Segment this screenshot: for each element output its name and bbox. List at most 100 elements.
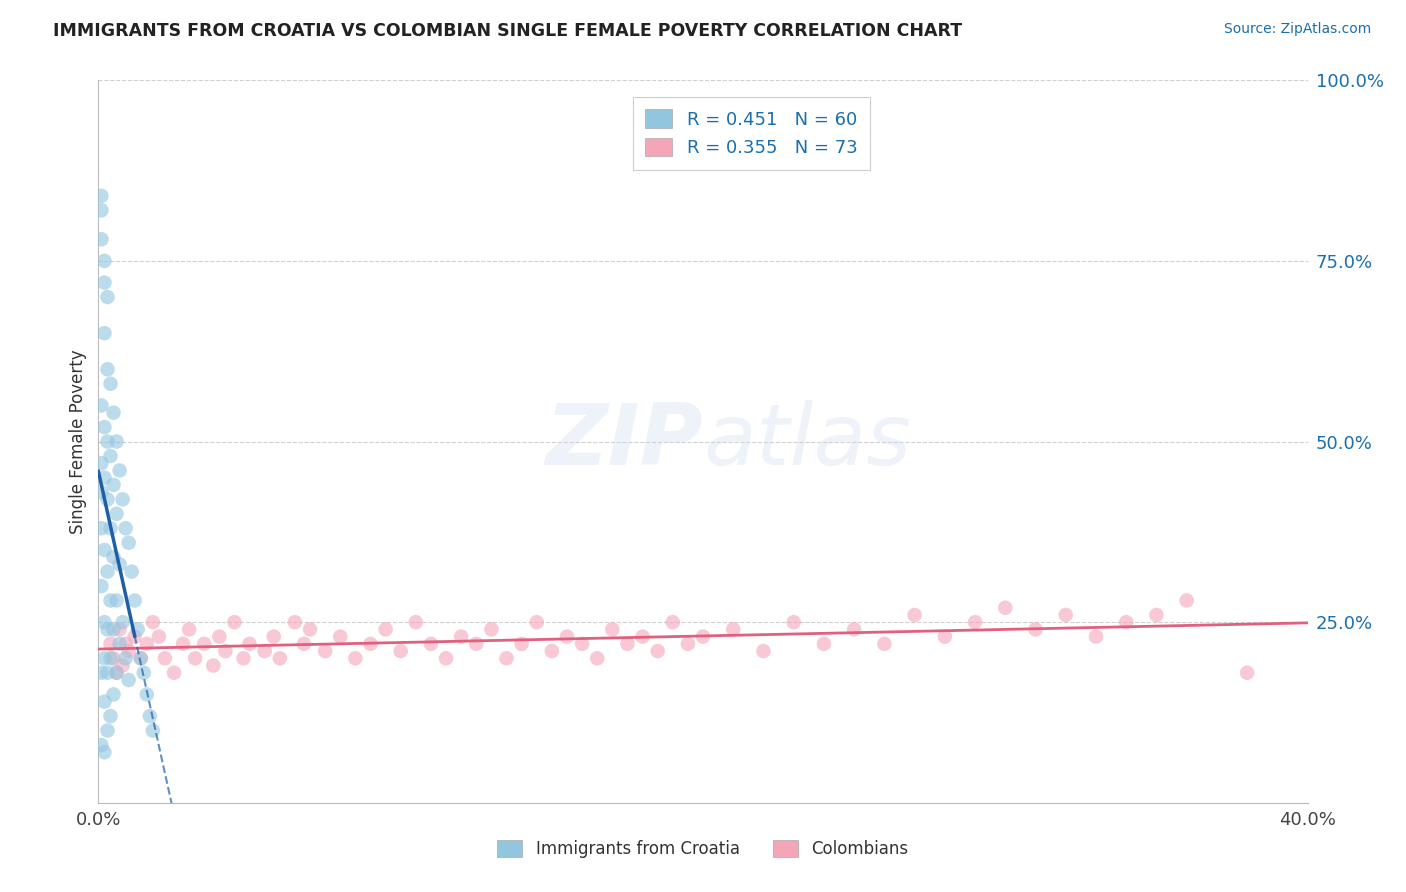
Point: [105, 507, 128, 521]
Point: [420, 637, 443, 651]
Point: [602, 623, 624, 637]
Point: [103, 478, 125, 492]
Point: [96, 434, 118, 449]
Point: [93, 420, 115, 434]
Point: [1115, 615, 1137, 630]
Point: [934, 630, 956, 644]
Point: [661, 615, 683, 630]
Point: [96, 492, 118, 507]
Point: [172, 637, 194, 651]
Point: [105, 434, 128, 449]
Point: [405, 615, 427, 630]
Point: [108, 637, 131, 651]
Point: [269, 651, 291, 665]
Point: [114, 637, 136, 651]
Point: [1054, 607, 1077, 622]
Text: atlas: atlas: [703, 400, 911, 483]
Point: [124, 593, 146, 607]
Y-axis label: Single Female Poverty: Single Female Poverty: [69, 350, 87, 533]
Point: [142, 615, 165, 630]
Point: [193, 637, 215, 651]
Point: [571, 637, 593, 651]
Point: [105, 593, 128, 607]
Point: [495, 651, 517, 665]
Point: [96, 565, 118, 579]
Point: [631, 630, 654, 644]
Point: [93, 253, 115, 268]
Point: [163, 665, 186, 680]
Point: [100, 521, 122, 535]
Point: [208, 630, 231, 644]
Point: [263, 630, 285, 644]
Point: [111, 615, 134, 630]
Point: [90, 189, 112, 203]
Point: [292, 637, 315, 651]
Point: [586, 651, 609, 665]
Point: [139, 709, 162, 723]
Point: [481, 623, 503, 637]
Point: [239, 637, 262, 651]
Point: [90, 203, 112, 218]
Point: [100, 449, 122, 463]
Point: [1175, 593, 1198, 607]
Point: [329, 630, 352, 644]
Point: [114, 521, 136, 535]
Point: [299, 623, 322, 637]
Point: [360, 637, 382, 651]
Point: [93, 745, 115, 759]
Point: [90, 738, 112, 752]
Point: [93, 326, 115, 340]
Point: [129, 651, 152, 665]
Point: [344, 651, 367, 665]
Point: [253, 644, 276, 658]
Text: Source: ZipAtlas.com: Source: ZipAtlas.com: [1223, 22, 1371, 37]
Point: [108, 463, 131, 477]
Point: [93, 651, 115, 665]
Point: [510, 637, 533, 651]
Point: [1024, 623, 1046, 637]
Text: ZIP: ZIP: [546, 400, 703, 483]
Point: [389, 644, 412, 658]
Point: [374, 623, 396, 637]
Point: [555, 630, 578, 644]
Point: [214, 644, 236, 658]
Point: [135, 637, 157, 651]
Point: [132, 665, 155, 680]
Point: [118, 673, 141, 687]
Point: [1236, 665, 1258, 680]
Point: [153, 651, 176, 665]
Point: [450, 630, 472, 644]
Point: [105, 665, 128, 680]
Point: [224, 615, 246, 630]
Point: [873, 637, 896, 651]
Point: [93, 276, 115, 290]
Point: [676, 637, 699, 651]
Point: [103, 651, 125, 665]
Point: [647, 644, 669, 658]
Point: [108, 623, 131, 637]
Point: [965, 615, 987, 630]
Point: [184, 651, 207, 665]
Point: [434, 651, 457, 665]
Point: [90, 665, 112, 680]
Legend: Immigrants from Croatia, Colombians: Immigrants from Croatia, Colombians: [489, 832, 917, 867]
Point: [124, 630, 146, 644]
Point: [692, 630, 714, 644]
Point: [142, 723, 165, 738]
Point: [616, 637, 638, 651]
Point: [994, 600, 1017, 615]
Point: [314, 644, 336, 658]
Point: [96, 665, 118, 680]
Point: [284, 615, 307, 630]
Point: [100, 376, 122, 391]
Point: [127, 623, 149, 637]
Point: [111, 492, 134, 507]
Point: [465, 637, 488, 651]
Point: [108, 558, 131, 572]
Point: [179, 623, 201, 637]
Point: [135, 687, 157, 701]
Point: [103, 623, 125, 637]
Point: [90, 579, 112, 593]
Point: [90, 232, 112, 246]
Point: [114, 651, 136, 665]
